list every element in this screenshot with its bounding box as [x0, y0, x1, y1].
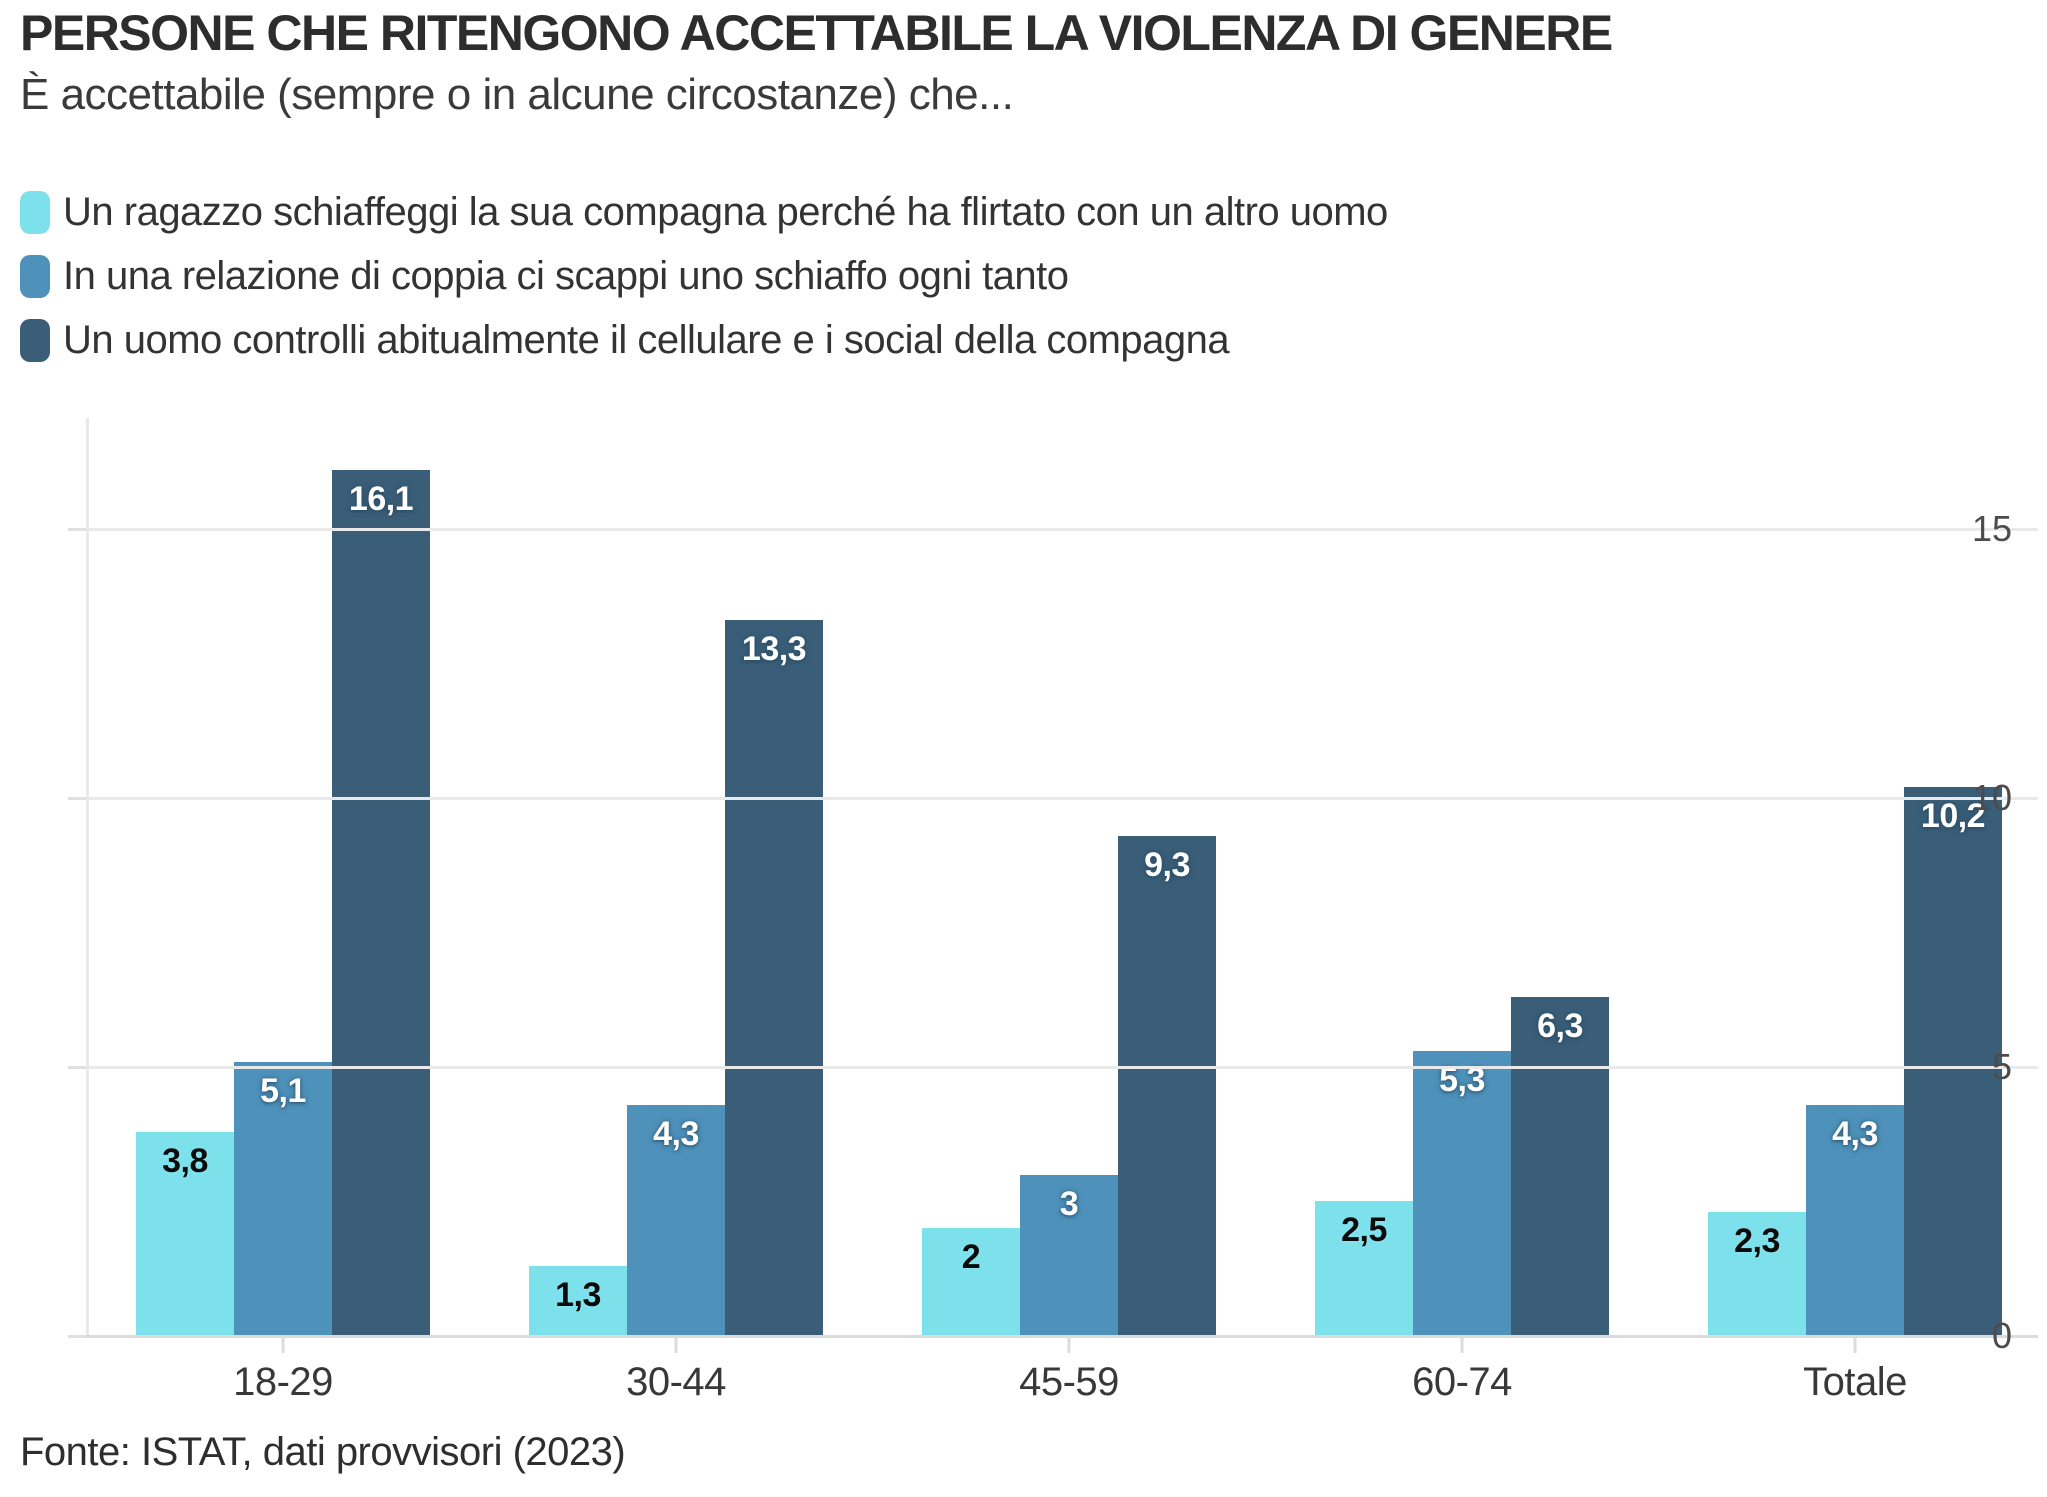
x-axis-label-30-44: 30-44: [626, 1360, 726, 1404]
bar-value-series1-45-59: 2: [961, 1238, 981, 1276]
bar-value-series2-Totale: 4,3: [1832, 1115, 1878, 1153]
legend-item-1: Un ragazzo schiaffeggi la sua compagna p…: [20, 190, 1388, 235]
bar-series1-45-59: 2: [922, 1228, 1020, 1336]
bar-series2-60-74: 5,3: [1413, 1051, 1511, 1336]
bar-series1-30-44: 1,3: [529, 1266, 627, 1336]
bar-group-60-74: 2,5 5,3 6,3: [1315, 418, 1609, 1336]
bar-series1-60-74: 2,5: [1315, 1201, 1413, 1336]
bar-series2-Totale: 4,3: [1806, 1105, 1904, 1336]
legend-label-2: In una relazione di coppia ci scappi uno…: [63, 254, 1069, 298]
legend-label-3: Un uomo controlli abitualmente il cellul…: [63, 318, 1230, 362]
legend-item-3: Un uomo controlli abitualmente il cellul…: [20, 318, 1388, 363]
x-axis-tick-30-44: [674, 1336, 678, 1353]
chart-title: PERSONE CHE RITENGONO ACCETTABILE LA VIO…: [20, 5, 1613, 61]
y-axis-line: [86, 418, 89, 1336]
x-axis-label-60-74: 60-74: [1412, 1360, 1512, 1404]
bar-value-series1-60-74: 2,5: [1341, 1211, 1387, 1249]
y-tick-label-0: 0: [1991, 1315, 2012, 1356]
bar-series3-30-44: 13,3: [725, 620, 823, 1336]
bar-group-18-29: 3,8 5,1 16,1: [136, 418, 430, 1336]
bar-value-series2-45-59: 3: [1059, 1185, 1079, 1223]
legend-swatch-2: [20, 255, 50, 298]
y-axis-tick-15: [68, 527, 86, 531]
bar-series3-Totale: 10,2: [1904, 787, 2002, 1336]
bar-series1-Totale: 2,3: [1708, 1212, 1806, 1336]
legend-swatch-1: [20, 191, 50, 234]
bar-value-series3-30-44: 13,3: [741, 630, 807, 668]
bar-value-series2-18-29: 5,1: [260, 1072, 306, 1110]
x-axis-tick-18-29: [281, 1336, 285, 1353]
bar-series2-30-44: 4,3: [627, 1105, 725, 1336]
bar-series2-18-29: 5,1: [234, 1062, 332, 1336]
bar-value-series2-30-44: 4,3: [653, 1115, 699, 1153]
gridline-y-15: [86, 527, 2038, 531]
x-axis-label-Totale: Totale: [1803, 1360, 1907, 1404]
y-tick-label-5: 5: [1991, 1046, 2012, 1087]
bar-value-series1-30-44: 1,3: [555, 1276, 601, 1314]
y-axis-tick-5: [68, 1065, 86, 1069]
bars-layer: 3,8 5,1 16,1 1,3 4,3 13,3 2 3 9,3 2,5 5,3 6,3 2,3 4,3…: [86, 418, 2038, 1336]
bar-value-series3-45-59: 9,3: [1144, 846, 1190, 884]
y-axis-tick-10: [68, 796, 86, 800]
x-axis-tick-Totale: [1853, 1336, 1857, 1353]
bar-value-series3-18-29: 16,1: [348, 480, 414, 518]
x-axis-label-45-59: 45-59: [1019, 1360, 1119, 1404]
y-tick-label-15: 15: [1971, 508, 2012, 549]
bar-group-45-59: 2 3 9,3: [922, 418, 1216, 1336]
bar-value-series3-Totale: 10,2: [1920, 797, 1986, 835]
gridline-y-0: [86, 1334, 2038, 1338]
legend-label-1: Un ragazzo schiaffeggi la sua compagna p…: [63, 190, 1388, 234]
bar-series3-18-29: 16,1: [332, 470, 430, 1336]
chart-subtitle: È accettabile (sempre o in alcune circos…: [20, 70, 1014, 119]
legend: Un ragazzo schiaffeggi la sua compagna p…: [20, 190, 1388, 363]
bar-series3-60-74: 6,3: [1511, 997, 1609, 1336]
bar-group-Totale: 2,3 4,3 10,2: [1708, 418, 2002, 1336]
source-note: Fonte: ISTAT, dati provvisori (2023): [20, 1430, 626, 1474]
legend-swatch-3: [20, 319, 50, 362]
bar-value-series3-60-74: 6,3: [1537, 1007, 1583, 1045]
gridline-y-5: [86, 1065, 2038, 1069]
bar-group-30-44: 1,3 4,3 13,3: [529, 418, 823, 1336]
x-axis-tick-60-74: [1460, 1336, 1464, 1353]
x-axis-tick-45-59: [1067, 1336, 1071, 1353]
plot-area: 3,8 5,1 16,1 1,3 4,3 13,3 2 3 9,3 2,5 5,3 6,3 2,3 4,3…: [68, 418, 2038, 1404]
bar-value-series2-60-74: 5,3: [1439, 1061, 1485, 1099]
bar-value-series1-Totale: 2,3: [1734, 1222, 1780, 1260]
y-axis-tick-0: [68, 1334, 86, 1338]
gridline-y-10: [86, 796, 2038, 800]
x-axis-label-18-29: 18-29: [233, 1360, 333, 1404]
bar-series1-18-29: 3,8: [136, 1132, 234, 1336]
bar-series3-45-59: 9,3: [1118, 836, 1216, 1336]
y-tick-label-10: 10: [1971, 777, 2012, 818]
bar-value-series1-18-29: 3,8: [162, 1142, 208, 1180]
legend-item-2: In una relazione di coppia ci scappi uno…: [20, 254, 1388, 299]
bar-series2-45-59: 3: [1020, 1175, 1118, 1336]
